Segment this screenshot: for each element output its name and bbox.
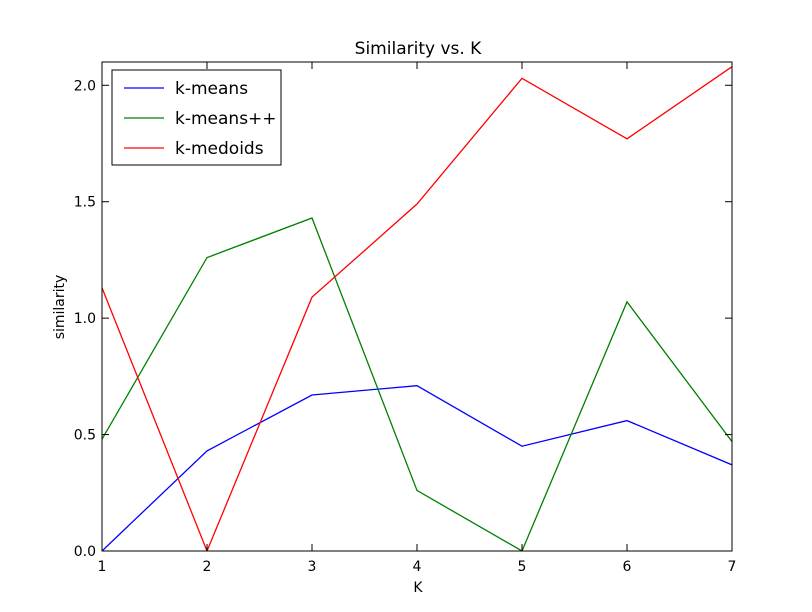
y-tick-label: 1.5 <box>74 195 96 211</box>
x-tick-label: 5 <box>518 559 527 575</box>
x-tick-label: 4 <box>413 559 422 575</box>
x-tick-label: 2 <box>203 559 212 575</box>
chart-title: Similarity vs. K <box>355 39 483 59</box>
series-line-k-means++ <box>102 217 732 551</box>
plot-area: 1 2 3 4 5 6 7 0.0 0.5 1.0 1.5 2.0 k-means k-means++ k-… <box>74 61 737 575</box>
y-tick-label: 0.0 <box>74 544 96 560</box>
legend-label: k-means++ <box>175 109 277 129</box>
y-tick-label: 1.0 <box>74 311 96 327</box>
y-axis-label: similarity <box>52 275 68 340</box>
x-tick-label: 3 <box>308 559 317 575</box>
y-tick-label: 0.5 <box>74 428 96 444</box>
x-axis-label: K <box>413 580 423 596</box>
legend-label: k-medoids <box>175 139 264 159</box>
x-tick-label: 6 <box>623 559 632 575</box>
legend-label: k-means <box>175 79 248 99</box>
y-tick-label: 2.0 <box>74 78 96 94</box>
series-line-k-medoids <box>102 66 732 551</box>
x-tick-label: 1 <box>98 559 107 575</box>
x-tick-label: 7 <box>728 559 737 575</box>
series-line-k-means <box>102 385 732 551</box>
